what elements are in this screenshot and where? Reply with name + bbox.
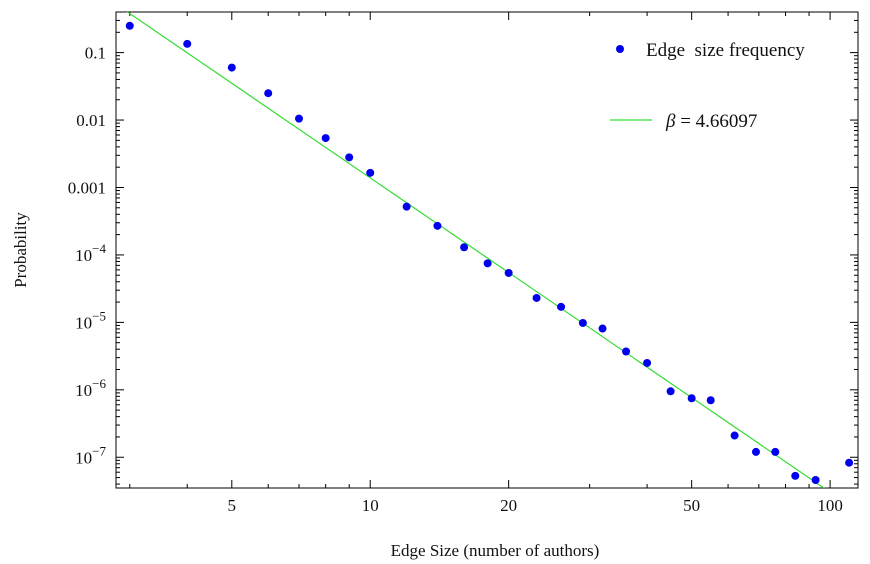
data-point: [811, 475, 820, 484]
data-point: [578, 318, 587, 327]
data-point: [264, 89, 273, 98]
data-point: [598, 324, 607, 333]
data-point: [321, 134, 330, 143]
data-point: [791, 471, 800, 480]
x-tick-label: 50: [683, 496, 700, 515]
legend-line-label: β = 4.66097: [665, 111, 757, 132]
data-point: [504, 268, 513, 277]
data-point: [183, 39, 192, 48]
data-point: [771, 447, 780, 456]
y-tick-label: 10−5: [75, 308, 106, 332]
y-tick-label: 10−7: [75, 443, 106, 467]
data-point: [125, 21, 134, 30]
y-tick-base: 10: [75, 246, 92, 265]
y-tick-label: 0.1: [85, 44, 106, 63]
fit-line-series: [126, 12, 825, 488]
x-tick-label: 10: [362, 496, 379, 515]
y-tick-label: 10−6: [75, 376, 106, 400]
x-tick-label: 5: [228, 496, 237, 515]
data-point: [751, 447, 760, 456]
y-tick-exponent: −6: [92, 376, 106, 391]
legend-line-value: = 4.66097: [675, 111, 757, 132]
data-point: [483, 259, 492, 268]
data-point: [687, 394, 696, 403]
x-axis-label: Edge Size (number of authors): [391, 541, 600, 560]
data-point: [643, 358, 652, 367]
legend-points-label: Edge size frequency: [646, 40, 805, 61]
y-tick-exponent: −5: [92, 308, 106, 323]
fit-line: [126, 12, 825, 488]
x-tick-label: 100: [817, 496, 843, 515]
legend-line-beta: β: [665, 111, 676, 132]
y-tick-label: 0.001: [68, 178, 106, 197]
data-point: [294, 114, 303, 123]
points-series: [125, 21, 854, 484]
data-point: [666, 387, 675, 396]
data-point: [557, 302, 566, 311]
y-tick-exponent: −7: [92, 443, 106, 458]
x-tick-label: 20: [500, 496, 517, 515]
y-tick-base: 10: [75, 313, 92, 332]
y-tick-label: 0.01: [76, 111, 106, 130]
y-tick-label: 10−4: [75, 241, 106, 265]
data-point: [460, 243, 469, 252]
legend-point-marker: [616, 45, 624, 53]
y-tick-exponent: −4: [92, 241, 106, 256]
data-point: [622, 347, 631, 356]
data-point: [366, 168, 375, 177]
data-point: [845, 458, 854, 467]
x-axis: 5 10 20 50 100: [129, 12, 843, 515]
plot-frame: [115, 11, 859, 489]
data-point: [433, 221, 442, 230]
data-point: [706, 396, 715, 405]
data-point: [532, 293, 541, 302]
data-point: [730, 431, 739, 440]
data-point: [345, 153, 354, 162]
legend: Edge size frequency β = 4.66097: [610, 40, 805, 132]
data-point: [402, 202, 411, 211]
y-tick-base: 10: [75, 448, 92, 467]
data-point: [227, 63, 236, 72]
y-tick-base: 10: [75, 381, 92, 400]
y-axis-label: Probability: [11, 212, 30, 288]
